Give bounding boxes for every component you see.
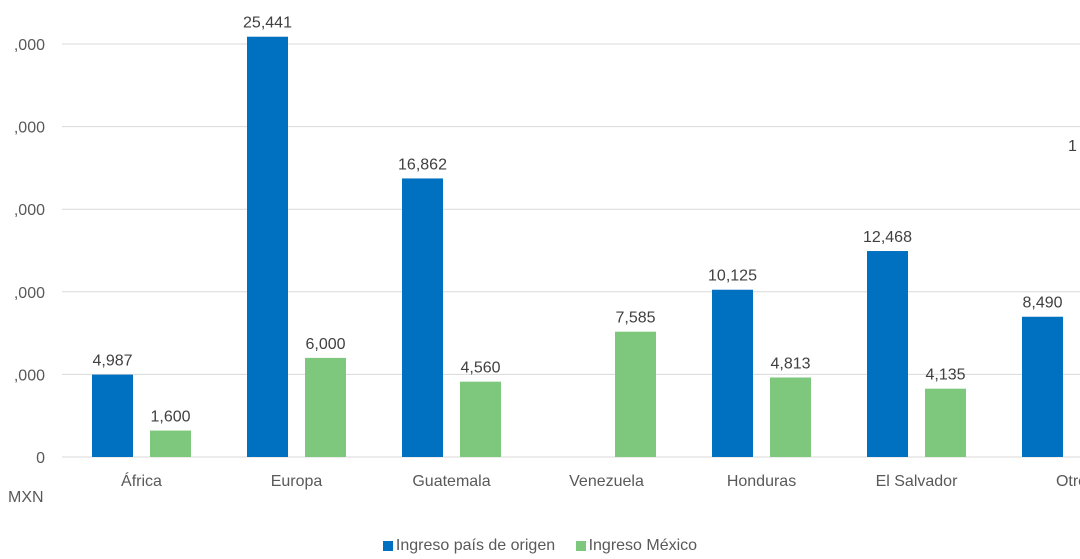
data-label: 12,468: [863, 229, 912, 246]
data-label: 25,441: [243, 15, 292, 32]
bar-origin: [867, 251, 908, 457]
legend-item-mexico: Ingreso México: [575, 537, 698, 555]
bar-origin: [402, 178, 443, 457]
data-label: 16,862: [398, 156, 447, 173]
bar-origin: [247, 36, 288, 457]
y-tick-label: ,000: [14, 202, 45, 219]
data-labels: 4,987 25,441 16,862 10,125 12,468 8,490 1,600 6…: [92, 15, 1062, 426]
y-tick-label: 0: [36, 450, 45, 467]
gridlines: [62, 43, 1080, 458]
y-tick-label: ,000: [14, 367, 45, 384]
legend: Ingreso país de origen Ingreso México: [0, 537, 1080, 556]
data-label: 4,987: [92, 353, 132, 370]
bar-origin: [712, 289, 753, 457]
bars: [92, 36, 1063, 457]
bar-mexico: [615, 331, 656, 457]
category-label: Otro: [1056, 473, 1080, 490]
y-tick-label: ,000: [14, 37, 45, 54]
data-label: 7,585: [615, 310, 655, 327]
data-label: 1,600: [150, 409, 190, 426]
data-label: 8,490: [1022, 295, 1062, 312]
bar-mexico: [460, 381, 501, 457]
data-label: 10,125: [708, 268, 757, 285]
data-label: 6,000: [305, 336, 345, 353]
legend-swatch-mexico: [575, 541, 586, 551]
category-label: Venezuela: [569, 473, 644, 490]
data-label: 4,813: [770, 355, 810, 372]
bar-origin: [1022, 316, 1063, 457]
legend-item-origin: Ingreso país de origen: [382, 537, 556, 555]
legend-label-mexico: Ingreso México: [588, 537, 698, 554]
category-label: El Salvador: [876, 473, 958, 490]
clipped-data-label: 1: [1068, 138, 1077, 155]
y-axis-ticks: 0 ,000 ,000 ,000 ,000 ,000: [14, 37, 45, 467]
bar-mexico: [770, 377, 811, 457]
y-tick-label: ,000: [14, 285, 45, 302]
data-label: 4,560: [460, 360, 500, 377]
y-unit-label: MXN: [8, 489, 44, 506]
bar-mexico: [150, 430, 191, 457]
bar-mexico: [925, 388, 966, 457]
legend-label-origin: Ingreso país de origen: [395, 537, 556, 554]
legend-swatch-origin: [382, 541, 393, 551]
category-label: África: [121, 471, 162, 490]
category-label: Europa: [271, 473, 323, 490]
y-tick-label: ,000: [14, 120, 45, 137]
category-label: Honduras: [727, 473, 796, 490]
category-label: Guatemala: [412, 473, 490, 490]
x-axis-categories: África Europa Guatemala Venezuela Honduras El…: [121, 471, 1080, 490]
data-label: 4,135: [925, 367, 965, 384]
bar-mexico: [305, 357, 346, 457]
bar-origin: [92, 374, 133, 457]
